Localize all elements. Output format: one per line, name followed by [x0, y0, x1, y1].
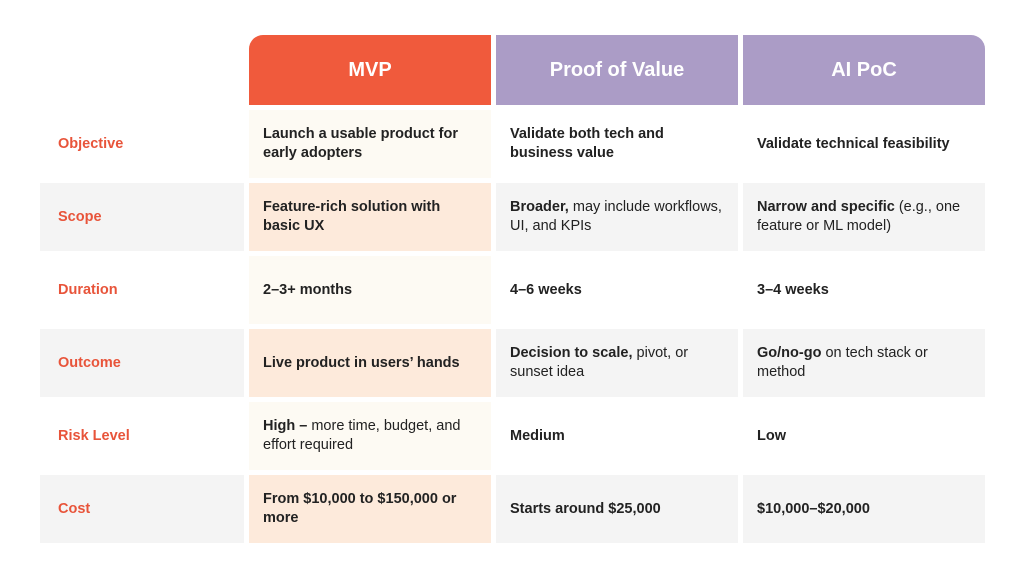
header-blank-cell	[40, 35, 244, 105]
cell-ai: $10,000–$20,000	[743, 475, 985, 543]
cell-bold-text: Validate both tech and business value	[510, 126, 664, 161]
cell-bold-text: Validate technical feasibility	[757, 135, 950, 152]
cell-text: on tech stack or method	[757, 345, 928, 380]
row-label-cell: Scope	[40, 183, 244, 251]
cell-mvp: 2–3+ months	[249, 256, 491, 324]
cell-bold-text: High –	[263, 418, 308, 434]
cell-pov: Starts around $25,000	[496, 475, 738, 543]
cell-pov: Decision to scale, pivot, or sunset idea	[496, 329, 738, 397]
cell-bold-text: Launch a usable product for early adopte…	[263, 126, 458, 161]
cell-bold-text: 3–4 weeks	[757, 281, 829, 298]
header-ai-poc: AI PoC	[743, 35, 985, 105]
cell-pov: 4–6 weeks	[496, 256, 738, 324]
cell-bold-text: Live product in users’ hands	[263, 354, 460, 371]
row-label-cell: Cost	[40, 475, 244, 543]
cell-mvp: From $10,000 to $150,000 or more	[249, 475, 491, 543]
cell-ai: Go/no-go on tech stack or method	[743, 329, 985, 397]
row-label: Risk Level	[58, 428, 130, 444]
cell-pov: Validate both tech and business value	[496, 110, 738, 178]
header-proof-of-value: Proof of Value	[496, 35, 738, 105]
cell-bold-text: Medium	[510, 427, 565, 444]
cell-mvp: Live product in users’ hands	[249, 329, 491, 397]
cell-bold-text: Feature-rich solution with basic UX	[263, 199, 441, 234]
cell-mvp: Feature-rich solution with basic UX	[249, 183, 491, 251]
cell-mvp: High – more time, budget, and effort req…	[249, 402, 491, 470]
cell-text: (e.g., one feature or ML model)	[757, 199, 961, 234]
cell-ai: 3–4 weeks	[743, 256, 985, 324]
row-label-cell: Outcome	[40, 329, 244, 397]
cell-bold-text: 2–3+ months	[263, 281, 353, 298]
cell-bold-text: Go/no-go	[757, 345, 822, 361]
table-row: Scope Feature-rich solution with basic U…	[40, 183, 985, 251]
table-row: Cost From $10,000 to $150,000 or more St…	[40, 475, 985, 543]
row-label-cell: Risk Level	[40, 402, 244, 470]
cell-bold-text: Broader,	[510, 199, 569, 215]
cell-ai: Narrow and specific (e.g., one feature o…	[743, 183, 985, 251]
cell-text: more time, budget, and effort required	[263, 418, 461, 453]
header-row: MVP Proof of Value AI PoC	[40, 35, 985, 105]
cell-ai: Validate technical feasibility	[743, 110, 985, 178]
table-row: Duration 2–3+ months 4–6 weeks 3–4 weeks	[40, 256, 985, 324]
row-label: Outcome	[58, 355, 121, 371]
cell-ai: Low	[743, 402, 985, 470]
table-row: Risk Level High – more time, budget, and…	[40, 402, 985, 470]
cell-pov: Medium	[496, 402, 738, 470]
cell-bold-text: Decision to scale,	[510, 345, 633, 361]
table-row: Outcome Live product in users’ hands Dec…	[40, 329, 985, 397]
cell-bold-text: From $10,000 to $150,000 or more	[263, 491, 457, 526]
cell-bold-text: Low	[757, 427, 786, 444]
row-label-cell: Objective	[40, 110, 244, 178]
cell-bold-text: $10,000–$20,000	[757, 500, 870, 517]
cell-mvp: Launch a usable product for early adopte…	[249, 110, 491, 178]
cell-bold-text: Narrow and specific	[757, 199, 895, 215]
row-label-cell: Duration	[40, 256, 244, 324]
cell-text: may include workflows, UI, and KPIs	[510, 199, 722, 234]
cell-bold-text: Starts around $25,000	[510, 500, 661, 517]
cell-bold-text: 4–6 weeks	[510, 281, 582, 298]
row-label: Cost	[58, 501, 91, 517]
row-label: Objective	[58, 136, 124, 152]
header-mvp: MVP	[249, 35, 491, 105]
cell-pov: Broader, may include workflows, UI, and …	[496, 183, 738, 251]
row-label: Duration	[58, 282, 118, 298]
cell-text: pivot, or sunset idea	[510, 345, 689, 380]
row-label: Scope	[58, 209, 102, 225]
comparison-table: MVP Proof of Value AI PoC Objective Laun…	[40, 35, 985, 548]
table-row: Objective Launch a usable product for ea…	[40, 110, 985, 178]
